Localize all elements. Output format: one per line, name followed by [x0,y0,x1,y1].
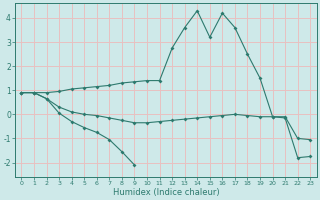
X-axis label: Humidex (Indice chaleur): Humidex (Indice chaleur) [113,188,219,197]
